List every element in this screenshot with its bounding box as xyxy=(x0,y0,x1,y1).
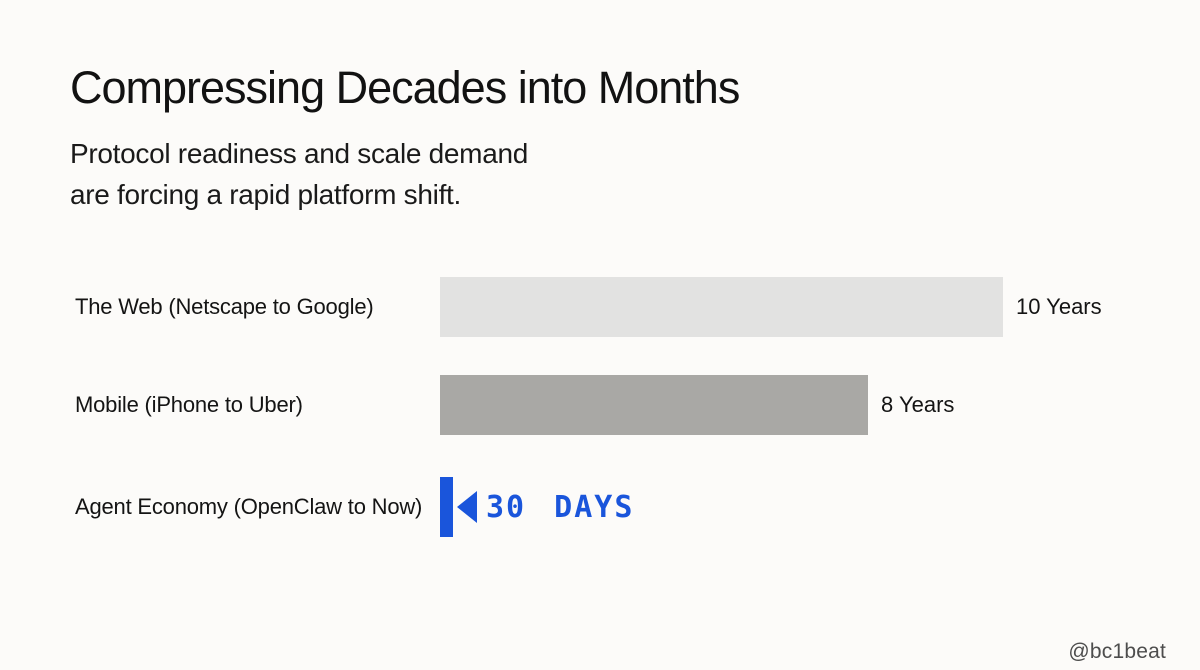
chart-row-mobile: Mobile (iPhone to Uber) 8 Years xyxy=(0,375,1200,435)
category-label-web: The Web (Netscape to Google) xyxy=(75,294,374,319)
chart-row-web: The Web (Netscape to Google) 10 Years xyxy=(0,277,1200,337)
value-label-agent-economy: 30 DAYS xyxy=(486,489,635,525)
attribution-handle: @bc1beat xyxy=(1068,640,1166,663)
category-label-mobile: Mobile (iPhone to Uber) xyxy=(75,392,303,417)
value-label-mobile: 8 Years xyxy=(881,392,955,417)
category-label-agent-economy: Agent Economy (OpenClaw to Now) xyxy=(75,494,423,519)
bar-mobile xyxy=(440,375,868,435)
subtitle-line-1: Protocol readiness and scale demand xyxy=(70,138,529,169)
page-subtitle: Protocol readiness and scale demand are … xyxy=(70,133,528,215)
value-label-web: 10 Years xyxy=(1016,294,1102,319)
chart-row-agent-economy: Agent Economy (OpenClaw to Now) 30 DAYS xyxy=(0,477,1200,537)
bar-web xyxy=(440,277,1003,337)
left-arrow-icon xyxy=(457,491,477,523)
bar-agent-economy xyxy=(440,477,453,537)
page-title: Compressing Decades into Months xyxy=(70,62,740,113)
subtitle-line-2: are forcing a rapid platform shift. xyxy=(70,179,462,210)
